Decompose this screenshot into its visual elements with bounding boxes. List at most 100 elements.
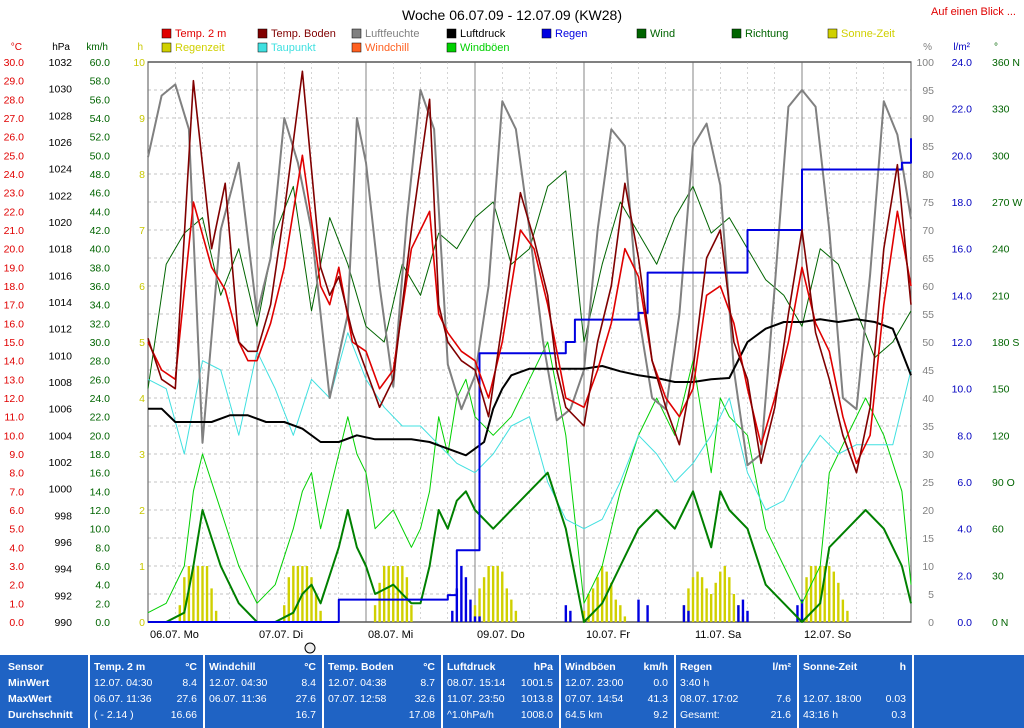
- bar-regenzeit: [469, 599, 472, 622]
- celsius-tick-label: 7.0: [9, 486, 24, 498]
- rain-tick-label: 16.0: [952, 244, 973, 256]
- hpa-tick-label: 1020: [49, 217, 73, 229]
- line-series: [147, 70, 912, 623]
- hpa-tick-label: 1024: [49, 164, 73, 176]
- bar-regenzeit: [800, 599, 804, 622]
- day-label: 06.07. Mo: [150, 629, 199, 641]
- legend-swatch: [161, 42, 172, 53]
- footer-unit: °C: [185, 661, 197, 673]
- direction-unit-label: °: [994, 42, 998, 53]
- percent-tick-label: 85: [922, 141, 934, 153]
- hours-tick-label: 7: [139, 225, 145, 237]
- celsius-tick-label: 17.0: [4, 300, 25, 312]
- footer-avg-val: 16.66: [170, 709, 197, 721]
- stats-footer: Sensor MinWert MaxWert Durchschnitt Temp…: [0, 655, 1024, 728]
- footer-title: Sonne-Zeit: [803, 661, 858, 673]
- percent-tick-label: 0: [928, 617, 934, 629]
- bar-sonnezeit: [196, 566, 200, 622]
- bar-regenzeit: [473, 616, 477, 622]
- day-label: 07.07. Di: [259, 629, 303, 641]
- bar-sonnezeit: [600, 566, 604, 622]
- series-line-richtung: [147, 170, 912, 389]
- series-line-luftfeuchte: [147, 83, 912, 467]
- hpa-tick-label: 996: [54, 537, 72, 549]
- hpa-tick-label: 1000: [49, 484, 73, 496]
- hours-tick-label: 5: [139, 337, 145, 349]
- footer-title: Luftdruck: [447, 661, 496, 673]
- footer-section: Regen l/m² 3:40 h 08.07. 17:02 7.6 Gesamt: 21.…: [676, 655, 797, 728]
- bar-sonnezeit: [378, 582, 381, 622]
- footer-avg-time: 43:16 h: [803, 709, 839, 721]
- celsius-tick-label: 22.0: [4, 206, 25, 218]
- bar-sonnezeit: [505, 588, 508, 622]
- percent-tick-label: 50: [922, 337, 934, 349]
- bar-sonnezeit: [614, 599, 617, 622]
- footer-max-val: 1013.8: [520, 693, 553, 705]
- bar-sonnezeit: [700, 577, 704, 622]
- celsius-tick-label: 25.0: [4, 150, 25, 162]
- footer-title: Windböen: [565, 661, 616, 673]
- footer-max-val: 41.3: [647, 693, 668, 705]
- kmh-tick-label: 48.0: [90, 169, 111, 181]
- kmh-tick-label: 30.0: [90, 337, 111, 349]
- bar-regenzeit: [646, 605, 649, 622]
- hours-tick-label: 4: [139, 393, 145, 405]
- percent-tick-label: 65: [922, 253, 934, 265]
- rain-tick-label: 18.0: [952, 197, 973, 209]
- overview-link[interactable]: Auf einen Blick ...: [931, 6, 1016, 18]
- legend-label: Taupunkt: [271, 42, 316, 54]
- label-avg: Durchschnitt: [8, 709, 73, 721]
- percent-tick-label: 20: [922, 505, 934, 517]
- label-min: MinWert: [8, 677, 50, 689]
- rain-tick-label: 6.0: [957, 477, 972, 489]
- bar-regenzeit: [746, 610, 749, 622]
- series-line-windb-en: [147, 341, 912, 614]
- bar-sonnezeit: [410, 605, 413, 622]
- footer-row-labels: Sensor MinWert MaxWert Durchschnitt: [0, 655, 88, 728]
- celsius-tick-label: 26.0: [4, 132, 25, 144]
- celsius-tick-label: 28.0: [4, 94, 25, 106]
- bar-sonnezeit: [823, 566, 826, 622]
- hpa-tick-label: 994: [54, 564, 72, 576]
- hpa-tick-label: 1014: [49, 297, 73, 309]
- rain-tick-label: 22.0: [952, 104, 973, 116]
- celsius-tick-label: 5.0: [9, 524, 24, 536]
- footer-avg-val: 0.3: [891, 709, 906, 721]
- hours-tick-label: 8: [139, 169, 145, 181]
- percent-tick-label: 30: [922, 449, 934, 461]
- kmh-tick-label: 58.0: [90, 76, 111, 88]
- footer-max-time: 07.07. 14:54: [565, 693, 624, 705]
- bar-sonnezeit: [818, 566, 822, 622]
- footer-max-time: 07.07. 12:58: [328, 693, 387, 705]
- kmh-tick-label: 0.0: [95, 617, 110, 629]
- bar-sonnezeit: [210, 588, 213, 622]
- bar-sonnezeit: [728, 577, 731, 622]
- bar-sonnezeit: [392, 566, 395, 622]
- hours-tick-label: 2: [139, 505, 145, 517]
- direction-tick-label: 330: [992, 104, 1010, 116]
- footer-unit: °C: [423, 661, 435, 673]
- scroll-marker-icon[interactable]: [304, 642, 316, 654]
- kmh-unit-label: km/h: [86, 42, 108, 53]
- kmh-tick-label: 26.0: [90, 374, 111, 386]
- hours-tick-label: 9: [139, 113, 145, 125]
- hpa-tick-label: 1026: [49, 137, 73, 149]
- percent-tick-label: 15: [922, 533, 934, 545]
- hpa-tick-label: 1012: [49, 324, 73, 336]
- bar-sonnezeit: [482, 577, 486, 622]
- kmh-tick-label: 18.0: [90, 449, 111, 461]
- bar-sonnezeit: [473, 605, 477, 622]
- celsius-tick-label: 13.0: [4, 374, 25, 386]
- day-label: 10.07. Fr: [586, 629, 630, 641]
- kmh-tick-label: 52.0: [90, 132, 111, 144]
- footer-max-val: 32.6: [414, 693, 435, 705]
- celsius-tick-label: 2.0: [9, 580, 24, 592]
- bar-sonnezeit: [837, 582, 840, 622]
- celsius-tick-label: 20.0: [4, 244, 25, 256]
- footer-min-time: 12.07. 04:30: [94, 677, 153, 689]
- kmh-tick-label: 24.0: [90, 393, 111, 405]
- series-line-temp-2-m: [147, 154, 912, 465]
- legend-swatch: [161, 28, 172, 39]
- bar-regenzeit: [451, 610, 454, 622]
- day-labels: 06.07. Mo 07.07. Di 08.07. Mi 09.07. Do 10.0…: [150, 629, 851, 641]
